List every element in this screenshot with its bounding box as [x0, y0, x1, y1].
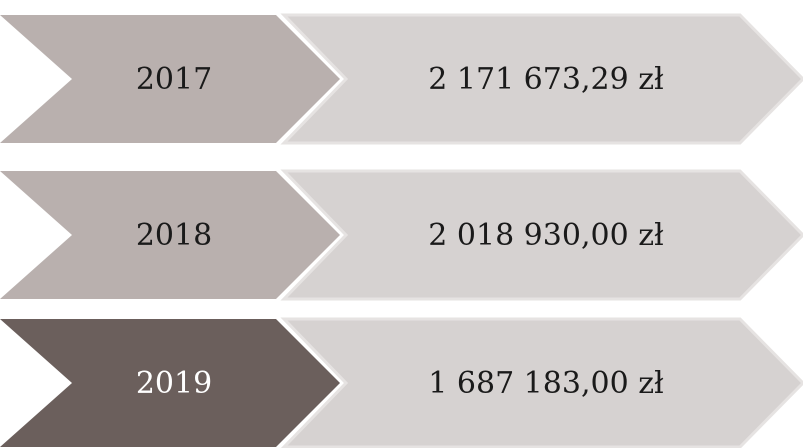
year-label: 2019	[136, 366, 212, 401]
year-chevron	[0, 15, 340, 143]
row: 2017 2 171 673,29 zł	[0, 13, 803, 145]
value-chevron	[280, 13, 803, 145]
year-label: 2018	[136, 218, 212, 253]
year-label: 2017	[136, 62, 212, 97]
year-chevron	[0, 319, 340, 447]
value-chevron	[280, 317, 803, 448]
amount-label: 2 171 673,29 zł	[428, 62, 664, 97]
amount-label: 1 687 183,00 zł	[428, 366, 664, 401]
row: 2018 2 018 930,00 zł	[0, 169, 803, 301]
amount-label: 2 018 930,00 zł	[428, 218, 664, 253]
row: 2019 1 687 183,00 zł	[0, 317, 803, 448]
year-chevron	[0, 171, 340, 299]
value-chevron	[280, 169, 803, 301]
